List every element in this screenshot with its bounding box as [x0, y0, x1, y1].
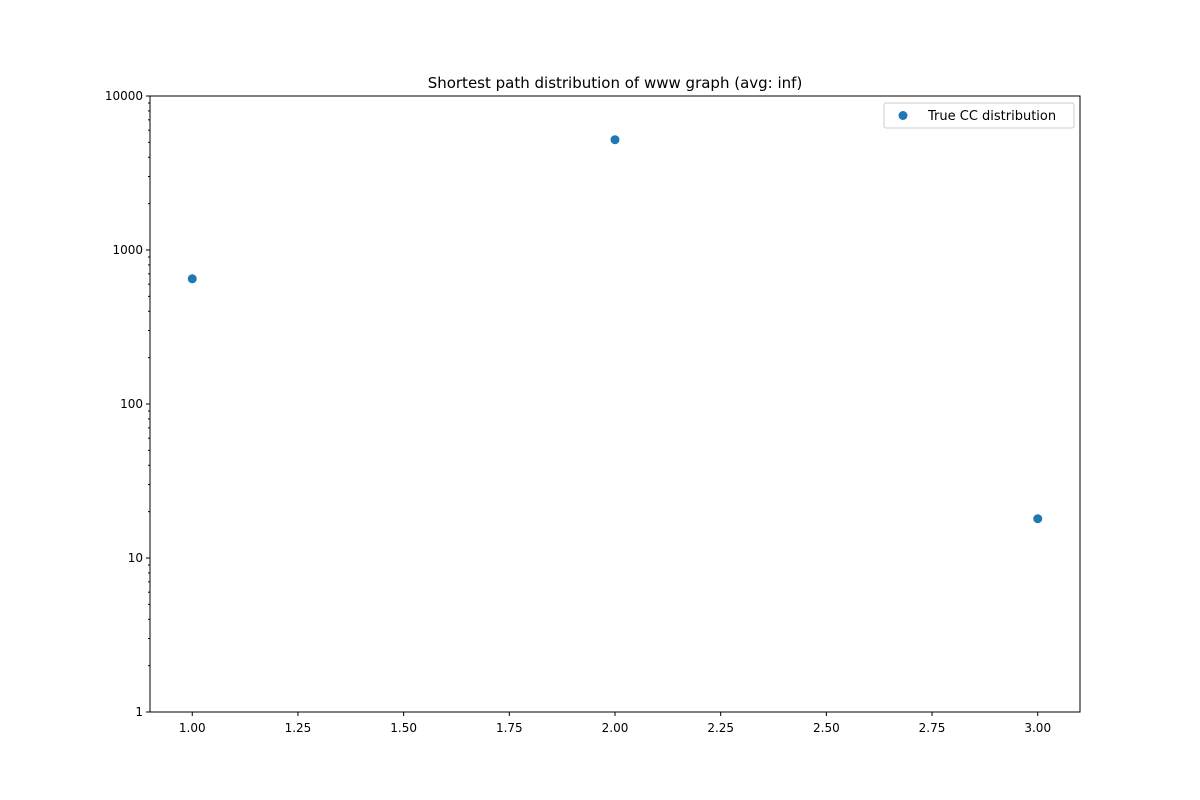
x-tick-label: 3.00: [1024, 721, 1051, 735]
y-tick-label: 1000: [112, 243, 143, 257]
x-tick-label: 2.25: [707, 721, 734, 735]
legend-label: True CC distribution: [927, 109, 1056, 124]
y-tick-label: 1: [135, 705, 143, 719]
x-tick-label: 1.75: [496, 721, 523, 735]
x-tick-label: 2.75: [919, 721, 946, 735]
x-tick-label: 1.50: [390, 721, 417, 735]
y-tick-label: 10000: [105, 89, 143, 103]
data-point: [610, 135, 620, 145]
chart-title: Shortest path distribution of www graph …: [428, 74, 803, 92]
x-tick-label: 2.50: [813, 721, 840, 735]
x-axis: 1.00 1.25 1.50 1.75 2.00 2.25 2.50 2.75 3.00: [179, 712, 1051, 735]
legend-marker: [898, 111, 908, 120]
y-tick-label: 100: [120, 397, 143, 411]
y-tick-label: 10: [128, 551, 143, 565]
x-tick-label: 1.00: [179, 721, 206, 735]
y-axis: 1 10 100 1000 10000: [105, 89, 150, 719]
data-point: [1033, 514, 1043, 524]
x-tick-label: 2.00: [602, 721, 629, 735]
legend: True CC distribution: [883, 102, 1075, 129]
legend-box: [883, 102, 1075, 129]
plot-area-frame: [149, 95, 1081, 713]
x-tick-label: 1.25: [285, 721, 312, 735]
data-point: [187, 274, 197, 284]
scatter-series: [187, 135, 1043, 524]
